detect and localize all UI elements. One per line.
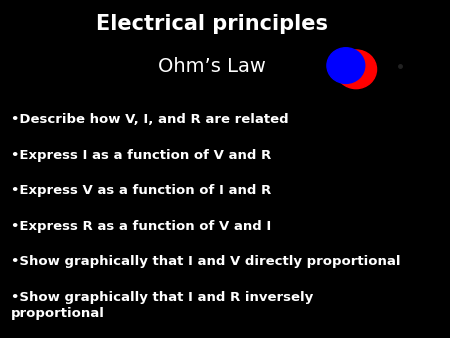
- Circle shape: [327, 48, 364, 83]
- Text: •Express V as a function of I and R: •Express V as a function of I and R: [11, 184, 271, 197]
- Text: •Show graphically that I and V directly proportional: •Show graphically that I and V directly …: [11, 255, 401, 268]
- Text: •Express I as a function of V and R: •Express I as a function of V and R: [11, 149, 271, 162]
- Text: Electrical principles: Electrical principles: [95, 14, 328, 33]
- Text: •Show graphically that I and R inversely
proportional: •Show graphically that I and R inversely…: [11, 291, 314, 320]
- Circle shape: [336, 50, 377, 89]
- Text: •Describe how V, I, and R are related: •Describe how V, I, and R are related: [11, 113, 289, 126]
- Text: •Express R as a function of V and I: •Express R as a function of V and I: [11, 220, 271, 233]
- Text: Ohm’s Law: Ohm’s Law: [158, 57, 266, 76]
